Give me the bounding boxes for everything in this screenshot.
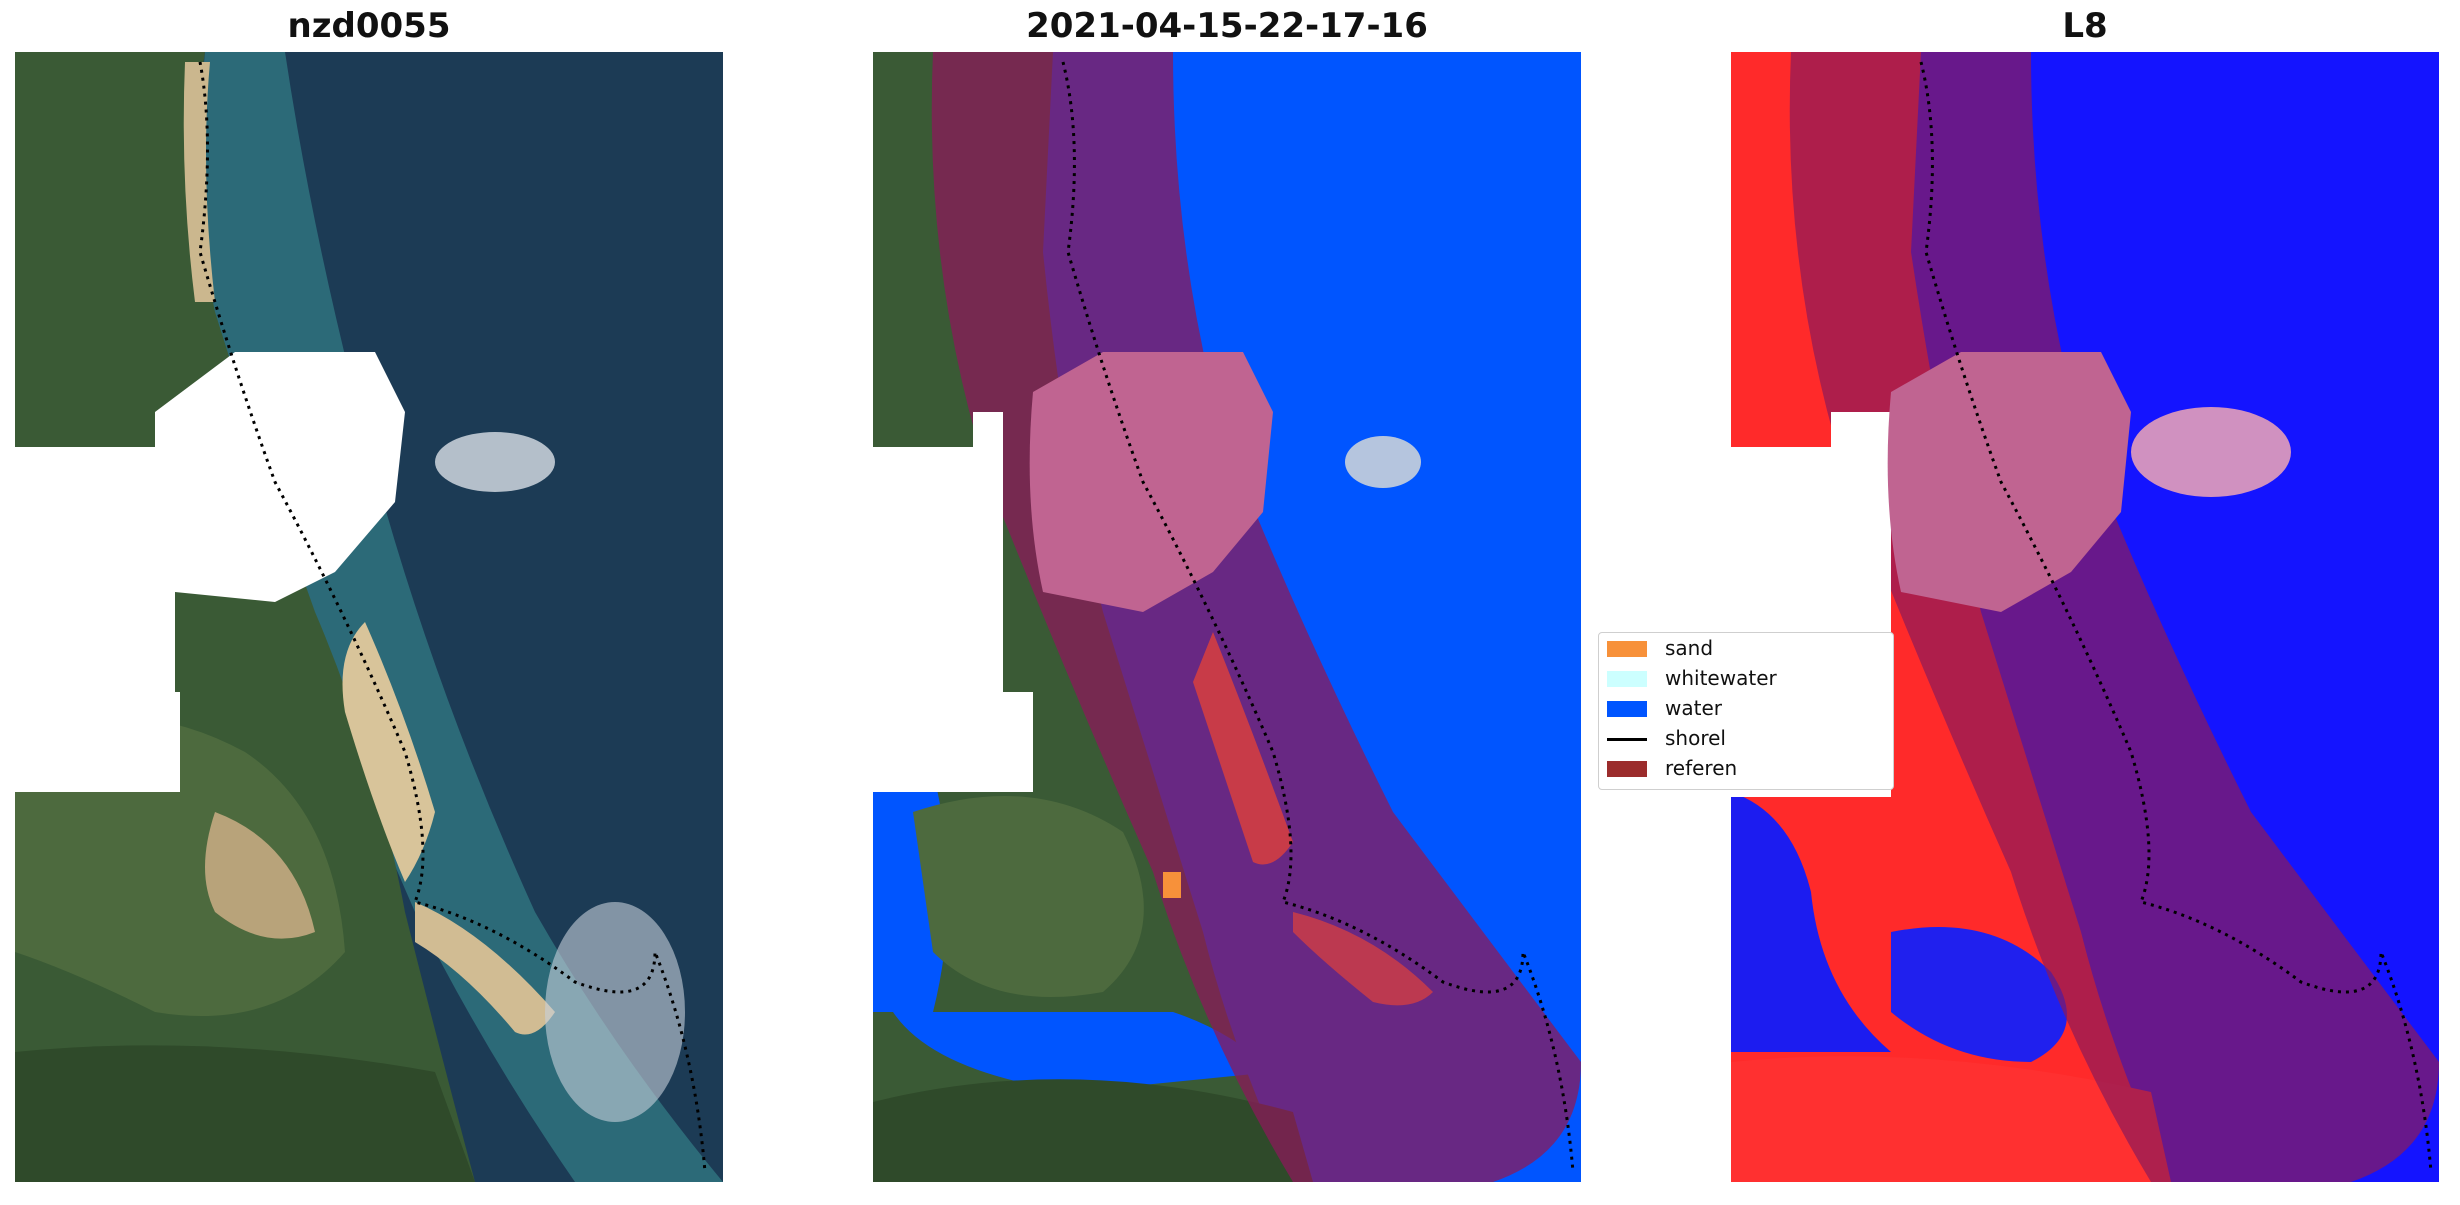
reference-swatch	[1607, 761, 1647, 777]
legend-label: water	[1665, 696, 1722, 720]
legend-label: shorel	[1665, 726, 1726, 750]
legend-item-shoreline: shorel	[1599, 725, 1893, 753]
classified-image-panel	[873, 52, 1581, 1182]
rgb-image-panel	[15, 52, 723, 1182]
l8-index-image	[1731, 52, 2439, 1182]
legend-label: referen	[1665, 756, 1738, 780]
legend: sand whitewater water shorel referen	[1598, 632, 1894, 790]
rgb-satellite-image	[15, 52, 723, 1182]
legend-label: sand	[1665, 636, 1714, 660]
whitewater-swatch	[1607, 671, 1647, 687]
index-image-panel	[1731, 52, 2439, 1182]
legend-item-whitewater: whitewater	[1599, 665, 1893, 693]
sand-swatch	[1607, 641, 1647, 657]
legend-label: whitewater	[1665, 666, 1777, 690]
legend-item-sand: sand	[1599, 635, 1893, 663]
panel-title-rgb: nzd0055	[287, 6, 451, 46]
panel-title-index: L8	[2062, 6, 2108, 46]
classified-image	[873, 52, 1581, 1182]
panel-title-classified: 2021-04-15-22-17-16	[1026, 6, 1428, 46]
shoreline-line-swatch	[1607, 738, 1647, 741]
water-swatch	[1607, 701, 1647, 717]
legend-item-water: water	[1599, 695, 1893, 723]
legend-item-reference: referen	[1599, 755, 1893, 783]
